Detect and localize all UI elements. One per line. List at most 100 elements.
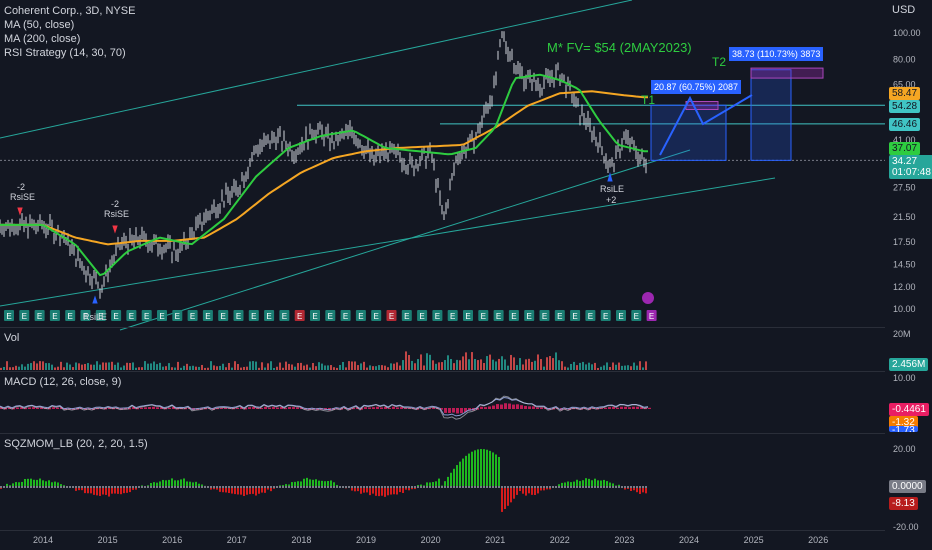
sqz-bar bbox=[234, 487, 236, 495]
macd-lines bbox=[0, 395, 651, 420]
volume-bar bbox=[579, 362, 581, 370]
sqz-bar bbox=[108, 487, 110, 497]
price-axis: 100.00 80.00 65.00 41.00 27.50 21.50 17.50 14.5… bbox=[893, 28, 921, 314]
sqz-bar bbox=[381, 487, 383, 496]
volume-bar bbox=[96, 361, 98, 370]
sqz-dot bbox=[597, 486, 599, 488]
sqz-dot bbox=[255, 486, 257, 488]
volume-bar bbox=[564, 366, 566, 370]
macd-hist-bar bbox=[404, 407, 407, 409]
sqz-bar bbox=[21, 481, 23, 488]
sqz-bar bbox=[489, 450, 491, 488]
sqz-bar bbox=[450, 472, 452, 488]
earnings-marker bbox=[432, 310, 443, 321]
time-tick: 2026 bbox=[808, 535, 828, 545]
volume-bar bbox=[606, 362, 608, 370]
volume-bar bbox=[345, 367, 347, 370]
sqz-bar bbox=[135, 487, 137, 490]
macd-hist-bar bbox=[608, 407, 611, 409]
macd-tick: 10.00 bbox=[893, 373, 916, 383]
earnings-marker bbox=[34, 310, 45, 321]
volume-bar bbox=[573, 361, 575, 370]
macd-hist-bar bbox=[568, 408, 571, 410]
projection-path bbox=[659, 94, 753, 156]
sqz-dot bbox=[534, 486, 536, 488]
earnings-marker-label: E bbox=[634, 312, 639, 321]
volume-bar bbox=[129, 362, 131, 370]
volume-bar bbox=[252, 361, 254, 370]
sqz-bar bbox=[225, 487, 227, 493]
macd-hist-bar bbox=[52, 407, 55, 409]
macd-hist-bar bbox=[460, 408, 463, 414]
sqz-dot bbox=[78, 486, 80, 488]
volume-bar bbox=[192, 365, 194, 370]
sqz-dot bbox=[396, 486, 398, 488]
macd-hist-bar bbox=[28, 407, 31, 409]
volume-bar bbox=[555, 352, 557, 370]
sqz-bar bbox=[18, 482, 20, 488]
volume-bar bbox=[126, 362, 128, 370]
volume-bar bbox=[528, 358, 530, 370]
sqz-dot bbox=[429, 486, 431, 488]
earnings-marker bbox=[310, 310, 320, 321]
sqz-bar bbox=[333, 482, 335, 488]
sqz-dot bbox=[3, 486, 5, 488]
macd-hist-bar bbox=[280, 407, 283, 409]
volume-bar bbox=[510, 354, 512, 370]
legend-ma50: MA (50, close) bbox=[4, 19, 75, 31]
sqz-bar bbox=[630, 487, 632, 491]
volume-bar bbox=[12, 367, 14, 370]
sqz-dot bbox=[0, 486, 2, 488]
sqz-dot bbox=[192, 486, 194, 488]
volume-bar bbox=[63, 367, 65, 370]
sqz-bar bbox=[297, 481, 299, 488]
sqz-dot bbox=[561, 486, 563, 488]
sqz-dot bbox=[189, 486, 191, 488]
sqz-dot bbox=[411, 486, 413, 488]
sqz-dot bbox=[297, 486, 299, 488]
macd-hist-bar bbox=[252, 407, 255, 409]
macd-hist-bar bbox=[508, 403, 511, 409]
volume-bar bbox=[432, 360, 434, 370]
volume-bar bbox=[594, 362, 596, 370]
sqz-bar bbox=[294, 481, 296, 488]
sqz-dot bbox=[537, 486, 539, 488]
macd-hist-bar bbox=[512, 404, 515, 409]
sqz-dot bbox=[558, 486, 560, 488]
pane-separator-macd[interactable] bbox=[0, 371, 885, 372]
sqz-dot bbox=[84, 486, 86, 488]
macd-hist-bar bbox=[296, 407, 299, 409]
sqz-bar bbox=[159, 481, 161, 488]
sqz-bar bbox=[594, 478, 596, 488]
sqz-dot bbox=[36, 486, 38, 488]
sqz-dot bbox=[531, 486, 533, 488]
sqz-bar bbox=[102, 487, 104, 495]
sqz-dot bbox=[273, 486, 275, 488]
volume-bar bbox=[105, 362, 107, 370]
sqz-bar bbox=[582, 480, 584, 488]
volume-bar bbox=[99, 364, 101, 370]
sqz-bar bbox=[192, 482, 194, 488]
pane-separator-vol[interactable] bbox=[0, 327, 885, 328]
earnings-marker-label: E bbox=[618, 312, 623, 321]
sqz-bar bbox=[600, 480, 602, 488]
volume-bar bbox=[378, 365, 380, 370]
earnings-marker bbox=[631, 310, 642, 321]
sqz-dot bbox=[105, 486, 107, 488]
volume-bar bbox=[24, 366, 26, 370]
sqz-bar bbox=[585, 478, 587, 488]
volume-bar bbox=[249, 361, 251, 370]
macd-hist-bar bbox=[428, 408, 431, 410]
earnings-marker bbox=[264, 310, 275, 321]
sqz-bar bbox=[258, 487, 260, 494]
sqz-dot bbox=[351, 486, 353, 488]
sqz-dot bbox=[198, 486, 200, 488]
volume-bar bbox=[525, 359, 527, 370]
sqz-bar bbox=[414, 487, 416, 490]
volume-bar bbox=[171, 367, 173, 370]
sqz-dot bbox=[405, 486, 407, 488]
pane-separator-sqz[interactable] bbox=[0, 433, 885, 434]
earnings-marker-label: E bbox=[557, 312, 562, 321]
sqz-dot bbox=[282, 486, 284, 488]
